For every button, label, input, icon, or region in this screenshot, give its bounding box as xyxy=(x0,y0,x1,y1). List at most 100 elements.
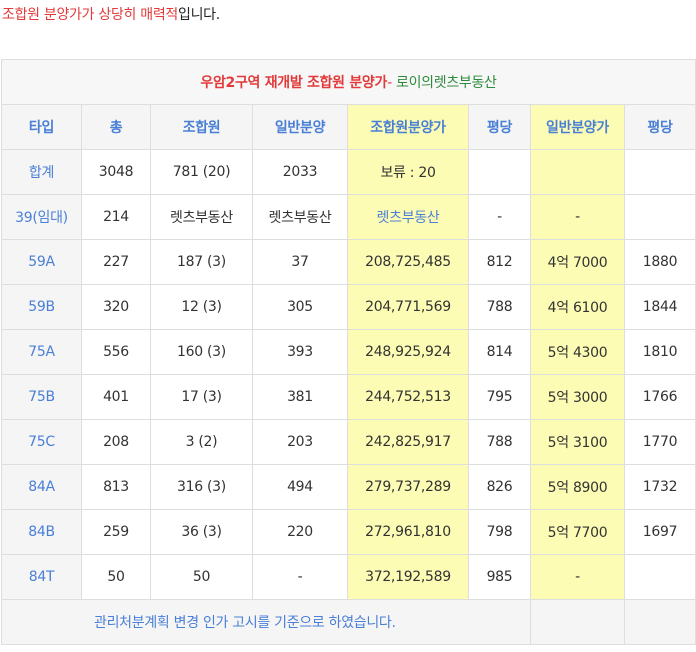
type-cell: 75B xyxy=(1,374,82,420)
table-cell: 2033 xyxy=(252,149,348,195)
table-cell: 36 (3) xyxy=(150,509,253,555)
table-cell: 316 (3) xyxy=(150,464,253,510)
table-title-row: 우암2구역 재개발 조합원 분양가- 로이의렛츠부동산 xyxy=(0,59,696,105)
table-cell: 3 (2) xyxy=(150,419,253,465)
table-cell: 1766 xyxy=(623,374,696,420)
table-cell: 5억 4300 xyxy=(530,329,625,375)
table-cell: 1770 xyxy=(623,419,696,465)
table-cell: 788 xyxy=(468,284,531,330)
table-cell: 393 xyxy=(252,329,348,375)
table-cell: 1732 xyxy=(623,464,696,510)
table-cell: 798 xyxy=(468,509,531,555)
headline-highlight: 조합원 분양가가 상당히 매력적 xyxy=(2,7,178,23)
table-cell: 279,737,289 xyxy=(347,464,469,510)
table-cell: 37 xyxy=(252,239,348,285)
table-cell: 3048 xyxy=(81,149,151,195)
table-cell: 렛츠부동산 xyxy=(252,194,348,240)
table-cell: 227 xyxy=(81,239,151,285)
type-cell: 84B xyxy=(1,509,82,555)
table-cell: 781 (20) xyxy=(150,149,253,195)
table-header-row: 타입 총 조합원 일반분양 조합원분양가 평당 일반분양가 평당 xyxy=(1,104,696,150)
table-cell: 305 xyxy=(252,284,348,330)
table-cell xyxy=(530,149,625,195)
table-cell: 795 xyxy=(468,374,531,420)
table-cell: 248,925,924 xyxy=(347,329,469,375)
table-cell: 203 xyxy=(252,419,348,465)
table-title-dash: - xyxy=(387,75,392,91)
table-cell: 320 xyxy=(81,284,151,330)
table-cell: 372,192,589 xyxy=(347,554,469,600)
headline-suffix: 입니다. xyxy=(178,7,220,23)
table-cell: 788 xyxy=(468,419,531,465)
table-cell: 50 xyxy=(150,554,253,600)
table-row: 39(임대) 214 렛츠부동산 렛츠부동산 렛츠부동산 - - xyxy=(1,194,696,240)
table-cell: 5억 3000 xyxy=(530,374,625,420)
table-cell: 272,961,810 xyxy=(347,509,469,555)
table-cell: 12 (3) xyxy=(150,284,253,330)
table-row: 합계 3048 781 (20) 2033 보류 : 20 xyxy=(1,149,696,195)
table-row: 84A 813 316 (3) 494 279,737,289 826 5억 8900 173… xyxy=(1,464,696,510)
table-title: 우암2구역 재개발 조합원 분양가- 로이의렛츠부동산 xyxy=(0,59,696,105)
table-cell: 494 xyxy=(252,464,348,510)
column-header: 조합원분양가 xyxy=(347,104,469,150)
table-cell xyxy=(623,554,696,600)
type-cell: 39(임대) xyxy=(1,194,82,240)
table-row: 75B 401 17 (3) 381 244,752,513 795 5억 3000 1766 xyxy=(1,374,696,420)
table-cell: 1880 xyxy=(623,239,696,285)
empty-cell xyxy=(530,599,625,645)
table-row: 59A 227 187 (3) 37 208,725,485 812 4억 7000 1880 xyxy=(1,239,696,285)
table-cell: - xyxy=(530,554,625,600)
table-cell: 5억 7700 xyxy=(530,509,625,555)
column-header: 평당 xyxy=(623,104,696,150)
table-cell: 220 xyxy=(252,509,348,555)
table-row: 75C 208 3 (2) 203 242,825,917 788 5억 3100 1770 xyxy=(1,419,696,465)
type-cell: 59B xyxy=(1,284,82,330)
table-cell xyxy=(468,149,531,195)
table-cell: 렛츠부동산 xyxy=(347,194,469,240)
table-cell: 204,771,569 xyxy=(347,284,469,330)
table-cell xyxy=(623,149,696,195)
type-cell: 84A xyxy=(1,464,82,510)
table-cell: 187 (3) xyxy=(150,239,253,285)
column-header: 일반분양가 xyxy=(530,104,625,150)
table-cell: 208,725,485 xyxy=(347,239,469,285)
table-row: 84T 50 50-372,192,589 985- xyxy=(1,554,696,600)
type-cell: 84T xyxy=(1,554,82,600)
table-cell: 1810 xyxy=(623,329,696,375)
table-cell: 보류 : 20 xyxy=(347,149,469,195)
table-title-source: 로이의렛츠부동산 xyxy=(391,75,497,91)
table-row: 84B 259 36 (3) 220 272,961,810 798 5억 7700 1697 xyxy=(1,509,696,555)
table-cell: 381 xyxy=(252,374,348,420)
table-cell: 1697 xyxy=(623,509,696,555)
table-note: 관리처분계획 변경 인가 고시를 기준으로 하였습니다. xyxy=(1,599,531,645)
headline-text: 조합원 분양가가 상당히 매력적입니다. xyxy=(2,5,220,25)
table-cell: 160 (3) xyxy=(150,329,253,375)
table-cell: 556 xyxy=(81,329,151,375)
price-table: 우암2구역 재개발 조합원 분양가- 로이의렛츠부동산 타입 총 조합원 일반분… xyxy=(0,59,696,645)
type-cell: 75C xyxy=(1,419,82,465)
type-cell: 합계 xyxy=(1,149,82,195)
table-cell: 17 (3) xyxy=(150,374,253,420)
column-header: 총 xyxy=(81,104,151,150)
table-cell: - xyxy=(252,554,348,600)
table-cell: 812 xyxy=(468,239,531,285)
column-header: 타입 xyxy=(1,104,82,150)
table-cell: 4억 6100 xyxy=(530,284,625,330)
table-cell: 214 xyxy=(81,194,151,240)
table-cell: 813 xyxy=(81,464,151,510)
table-cell: 985 xyxy=(468,554,531,600)
table-row: 59B 320 12 (3) 305 204,771,569 788 4억 6100 1844 xyxy=(1,284,696,330)
note-row: 관리처분계획 변경 인가 고시를 기준으로 하였습니다. xyxy=(1,599,696,645)
table-cell: 814 xyxy=(468,329,531,375)
empty-cell xyxy=(623,599,696,645)
table-cell: 242,825,917 xyxy=(347,419,469,465)
table-cell: 5억 8900 xyxy=(530,464,625,510)
table-cell: 렛츠부동산 xyxy=(150,194,253,240)
table-cell: 5억 3100 xyxy=(530,419,625,465)
table-row: 75A 556 160 (3) 393 248,925,924 814 5억 4300 181… xyxy=(1,329,696,375)
type-cell: 59A xyxy=(1,239,82,285)
table-cell: 50 xyxy=(81,554,151,600)
table-title-main: 우암2구역 재개발 조합원 분양가 xyxy=(200,75,388,91)
table-cell: 244,752,513 xyxy=(347,374,469,420)
table-cell: - xyxy=(468,194,531,240)
